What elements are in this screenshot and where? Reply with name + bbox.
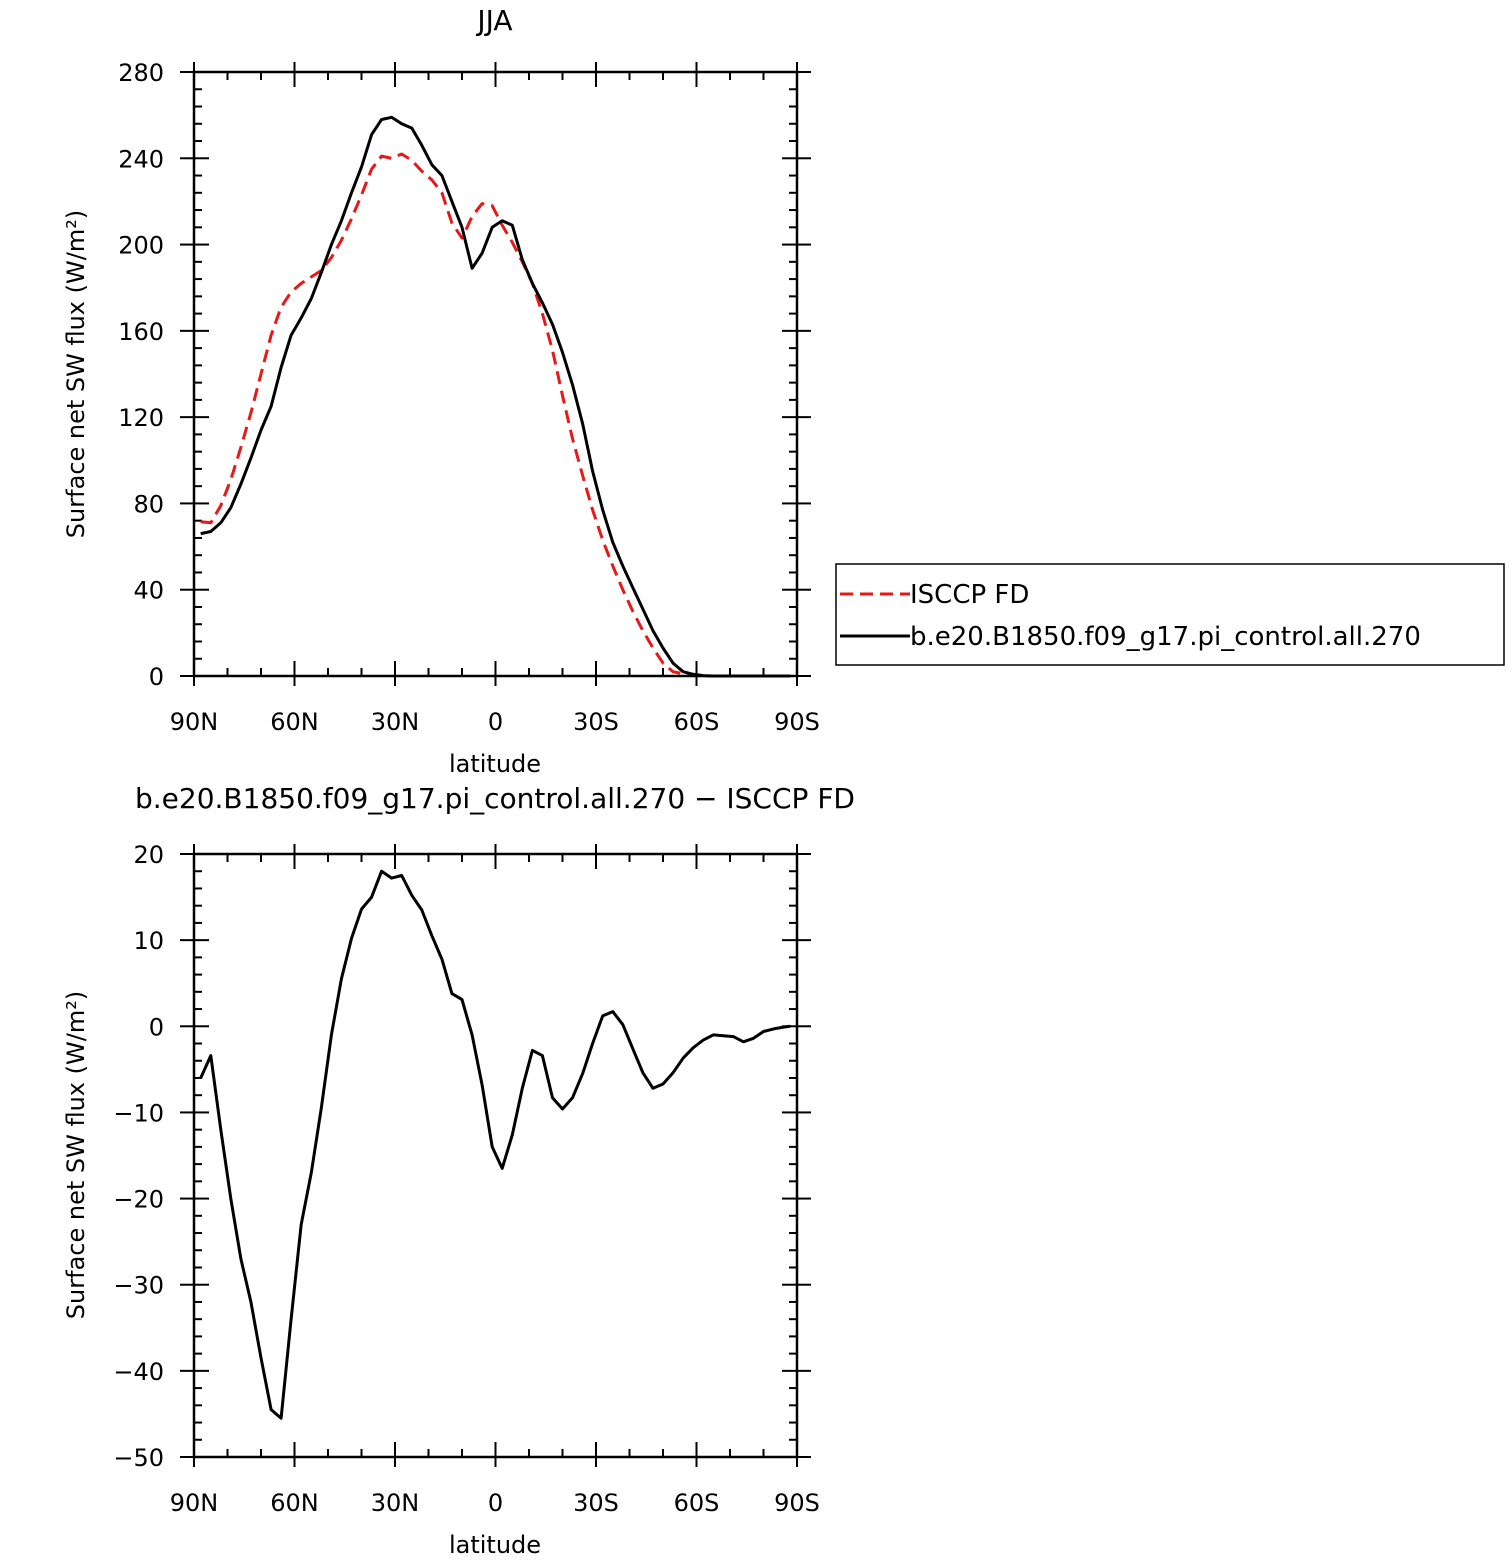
legend: ISCCP FD b.e20.B1850.f09_g17.pi_control.… [835, 563, 1505, 666]
bottom-plot-ylabel: Surface net SW flux (W/m²) [62, 991, 90, 1319]
y-tick-label: 240 [118, 145, 164, 173]
bottom-plot-frame [192, 852, 799, 1459]
x-tick-label: 90S [774, 1489, 820, 1517]
y-tick-label: 40 [133, 577, 164, 605]
y-tick-label: 280 [118, 59, 164, 87]
y-tick-label: 160 [118, 318, 164, 346]
x-tick-label: 0 [488, 708, 503, 736]
y-tick-label: 20 [133, 841, 164, 869]
x-tick-label: 30N [371, 1489, 420, 1517]
x-tick-label: 30S [573, 1489, 619, 1517]
series-line-1 [200, 115, 791, 678]
top-plot-frame [192, 70, 799, 678]
legend-box [835, 563, 1505, 666]
y-tick-label: 200 [118, 232, 164, 260]
top-plot-xlabel: latitude [449, 750, 541, 778]
bottom-plot-tick-labels: 90N 60N 30N 0 30S 60S 90S −50 −40 −30 −20 −10 0 10 20 [113, 841, 820, 1517]
y-tick-label: 120 [118, 404, 164, 432]
x-tick-label: 90S [774, 708, 820, 736]
top-plot: JJA 90N 60N 30N 0 30S 60S 90S 0 40 80 120 160 200 240… [62, 4, 820, 778]
series-line-0 [199, 869, 791, 1420]
series-line-0 [200, 152, 791, 678]
top-plot-tick-labels: 90N 60N 30N 0 30S 60S 90S 0 40 80 120 160 200 240 280 [118, 59, 820, 736]
x-tick-label: 60S [674, 1489, 720, 1517]
y-tick-label: 10 [133, 927, 164, 955]
top-plot-series [200, 115, 791, 678]
bottom-plot-series [199, 869, 791, 1420]
y-tick-label: 0 [149, 1013, 164, 1041]
y-tick-label: 0 [149, 663, 164, 691]
bottom-plot-title: b.e20.B1850.f09_g17.pi_control.all.270 −… [135, 782, 855, 815]
bottom-plot-xlabel: latitude [449, 1531, 541, 1559]
legend-label-model: b.e20.B1850.f09_g17.pi_control.all.270 [910, 622, 1421, 652]
legend-label-isccp: ISCCP FD [910, 580, 1029, 610]
x-tick-label: 60N [270, 708, 319, 736]
x-tick-label: 30N [371, 708, 420, 736]
top-plot-title: JJA [475, 4, 512, 37]
bottom-plot: b.e20.B1850.f09_g17.pi_control.all.270 −… [62, 782, 855, 1559]
x-tick-label: 0 [488, 1489, 503, 1517]
x-tick-label: 30S [573, 708, 619, 736]
x-tick-label: 60N [270, 1489, 319, 1517]
y-tick-label: 80 [133, 490, 164, 518]
y-tick-label: −30 [113, 1272, 164, 1300]
top-plot-ylabel: Surface net SW flux (W/m²) [62, 210, 90, 538]
top-plot-ticks [180, 62, 811, 686]
y-tick-label: −40 [113, 1358, 164, 1386]
y-tick-label: −10 [113, 1099, 164, 1127]
x-tick-label: 90N [170, 1489, 219, 1517]
bottom-plot-ticks [180, 844, 811, 1467]
x-tick-label: 90N [170, 708, 219, 736]
y-tick-label: −20 [113, 1186, 164, 1214]
y-tick-label: −50 [113, 1444, 164, 1472]
x-tick-label: 60S [674, 708, 720, 736]
